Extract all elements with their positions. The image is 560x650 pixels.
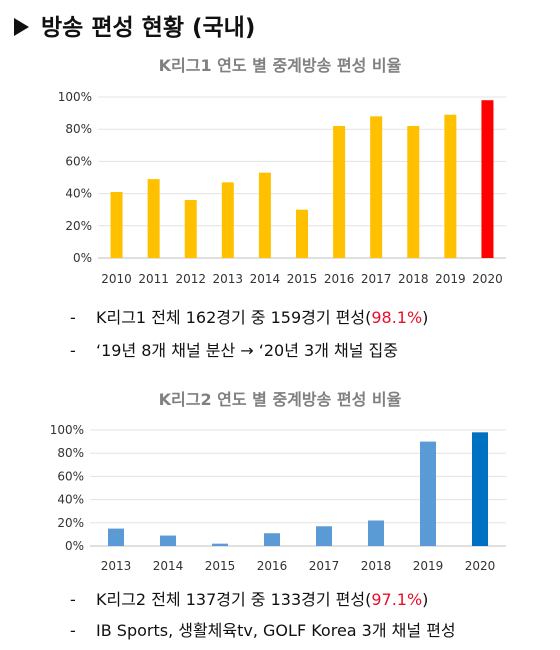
chart2-bar <box>368 520 384 546</box>
dash-marker: - <box>70 621 76 640</box>
chart1-xtick-label: 2010 <box>101 272 132 286</box>
chart1-bar <box>444 114 457 259</box>
chart1-bar <box>184 200 197 258</box>
chart2-xtick-label: 2017 <box>309 559 340 573</box>
dash-marker: - <box>70 341 76 360</box>
page-heading-text: 방송 편성 현황 (국내) <box>41 15 256 41</box>
chart1-xtick-label: 2015 <box>287 272 318 286</box>
chart2-bullet-1: - K리그2 전체 137경기 중 133경기 편성(97.1%) <box>70 586 428 610</box>
chart1-bullet-1-text: K리그1 전체 162경기 중 159경기 편성( <box>96 308 372 327</box>
chart2-ytick-label: 0% <box>65 539 84 553</box>
chart2-xtick-label: 2014 <box>153 559 184 573</box>
chart2-xtick-label: 2015 <box>205 559 236 573</box>
chart1-ytick-label: 100% <box>58 90 92 104</box>
chart1-ytick-label: 40% <box>65 187 92 201</box>
chart1-xtick-label: 2012 <box>175 272 206 286</box>
chart2-xtick-label: 2016 <box>257 559 288 573</box>
chart2-ytick-label: 40% <box>57 493 84 507</box>
chart2-bullet-1-percent: 97.1% <box>371 590 423 609</box>
chart2-ytick-label: 100% <box>50 423 84 437</box>
chart2-bar <box>472 432 488 546</box>
chart2-bar <box>108 528 124 546</box>
chart2-bullet-1-close: ) <box>422 590 429 609</box>
chart2-xtick-label: 2013 <box>101 559 132 573</box>
chart1-bullet-2-text: ‘19년 8개 채널 분산 → ‘20년 3개 채널 집중 <box>96 341 398 360</box>
chart2-bullet-2: - IB Sports, 생활체육tv, GOLF Korea 3개 채널 편성 <box>70 617 456 641</box>
triangle-bullet-icon <box>14 18 29 36</box>
chart2-xtick-label: 2019 <box>413 559 444 573</box>
chart1-bar <box>370 116 383 258</box>
chart2-bullet-1-text: K리그2 전체 137경기 중 133경기 편성( <box>96 590 372 609</box>
chart2-ytick-label: 60% <box>57 469 84 483</box>
chart2-bar <box>212 543 228 546</box>
chart2-ytick-label: 80% <box>57 446 84 460</box>
chart1-ytick-label: 60% <box>65 154 92 168</box>
chart1-xtick-label: 2020 <box>472 272 503 286</box>
dash-marker: - <box>70 590 76 609</box>
chart1-ytick-label: 0% <box>73 251 92 265</box>
chart1-bar <box>296 209 308 258</box>
chart1-bar <box>407 125 420 258</box>
chart2-title: K리그2 연도 별 중계방송 편성 비율 <box>158 390 402 409</box>
chart1-xtick-label: 2019 <box>435 272 466 286</box>
chart1-bar <box>221 182 234 258</box>
chart1-bullet-1-close: ) <box>422 308 429 327</box>
chart2-ytick-label: 20% <box>57 516 84 530</box>
chart2-bar <box>316 526 332 546</box>
chart1-xtick-label: 2013 <box>213 272 244 286</box>
page-heading: 방송 편성 현황 (국내) <box>14 8 255 42</box>
chart2-bar <box>264 533 280 546</box>
chart1-ytick-label: 20% <box>65 219 92 233</box>
chart1-xtick-label: 2017 <box>361 272 392 286</box>
chart2-xtick-label: 2020 <box>465 559 496 573</box>
chart1-bar <box>147 179 160 258</box>
chart1-bullet-1-percent: 98.1% <box>371 308 423 327</box>
chart2-bullet-2-text: IB Sports, 생활체육tv, GOLF Korea 3개 채널 편성 <box>96 621 456 640</box>
chart2-xtick-label: 2018 <box>361 559 392 573</box>
chart1-bar <box>110 191 123 258</box>
chart1-bullet-1: - K리그1 전체 162경기 중 159경기 편성(98.1%) <box>70 304 428 328</box>
chart1-bar <box>258 172 271 258</box>
chart1-bar <box>333 125 346 258</box>
chart1-bar <box>481 100 494 258</box>
chart1-xtick-label: 2014 <box>250 272 281 286</box>
chart2-bar <box>420 441 436 546</box>
chart1-xtick-label: 2016 <box>324 272 355 286</box>
chart1-title: K리그1 연도 별 중계방송 편성 비율 <box>158 56 402 75</box>
dash-marker: - <box>70 308 76 327</box>
chart1-xtick-label: 2018 <box>398 272 429 286</box>
chart2-bar <box>160 535 176 546</box>
chart1-bullet-2: - ‘19년 8개 채널 분산 → ‘20년 3개 채널 집중 <box>70 337 398 361</box>
chart1-ytick-label: 80% <box>65 122 92 136</box>
chart1-xtick-label: 2011 <box>138 272 169 286</box>
